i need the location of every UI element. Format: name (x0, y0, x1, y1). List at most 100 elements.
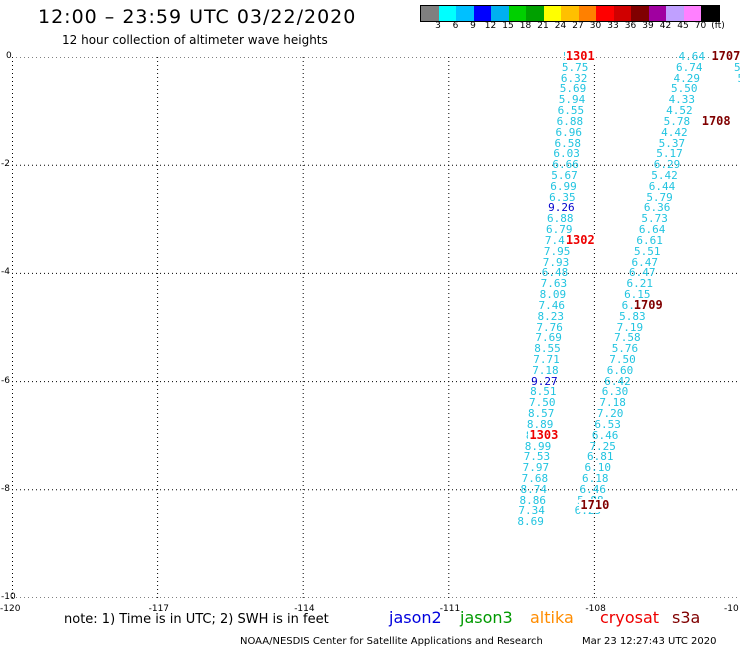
colorbar-swatch (683, 6, 701, 21)
colorbar-label: (ft) (711, 21, 725, 31)
colorbar-label: 70 (694, 21, 707, 31)
wave-height-value: 5.79 (646, 190, 673, 204)
pass-label: 1707 (710, 49, 740, 63)
colorbar-label: 9 (470, 21, 476, 31)
wave-height-value: 8.09 (539, 288, 567, 302)
colorbar-swatch (596, 6, 614, 21)
wave-height-value: 6.44 (648, 179, 676, 193)
wave-height-value: 6.99 (550, 179, 577, 193)
wave-height-value: 6.35 (549, 190, 576, 204)
wave-height-value: 6.46 (579, 482, 607, 496)
wave-height-value: 4.33 (668, 93, 696, 107)
wave-height-value: 7.63 (540, 277, 568, 291)
colorbar-label: 45 (677, 21, 689, 31)
wave-height-value: 6.46 (591, 428, 619, 442)
wave-height-value: 8.69 (517, 515, 544, 529)
wave-height-value: 7.68 (521, 471, 549, 485)
wave-height-value: 6.61 (636, 233, 663, 247)
wave-height-value: 7.18 (532, 363, 559, 377)
wave-height-value: 8.57 (527, 407, 555, 421)
pass-label: 1709 (632, 297, 664, 312)
wave-height-value: 5.11 (733, 60, 740, 74)
lon-tick-label: -111 (439, 604, 461, 614)
satellite-legend-jason3: jason3 (460, 608, 513, 627)
colorbar-swatch (578, 6, 596, 21)
wave-height-value: 6.58 (554, 136, 581, 150)
lat-tick-label: -2 (1, 159, 10, 170)
wave-height-value: 6.21 (626, 277, 654, 291)
colorbar-label: 12 (484, 21, 497, 31)
colorbar-swatch (473, 6, 491, 21)
wave-height-value: 6.60 (606, 363, 634, 377)
lon-tick-label: -108 (585, 604, 606, 614)
pass-label: 1708 (700, 113, 732, 128)
wave-height-value: 7.19 (616, 320, 644, 334)
wave-height-value: 5.37 (658, 136, 686, 150)
wave-height-value: 7.93 (542, 255, 570, 269)
lat-tick-label: -10 (1, 592, 16, 602)
colorbar-swatch (666, 6, 684, 21)
colorbar-swatch (491, 6, 509, 21)
colorbar-label: 30 (589, 21, 602, 31)
colorbar-label: 42 (659, 21, 672, 31)
map-title: 12:00 – 23:59 UTC 03/22/2020 (38, 6, 357, 28)
colorbar-swatch (456, 6, 474, 21)
wave-height-value: 7.25 (589, 439, 616, 453)
lat-tick-label: -8 (1, 483, 10, 494)
wave-height-value: 7.58 (614, 331, 641, 345)
wave-height-value: 5.51 (633, 244, 661, 258)
pass-label: 1301 (564, 49, 596, 63)
colorbar-label: 18 (519, 21, 532, 31)
lon-tick-label: -117 (148, 604, 170, 614)
map-subtitle: 12 hour collection of altimeter wave hei… (62, 33, 328, 47)
wave-height-value: 7.97 (522, 461, 550, 475)
wave-height-value: 8.23 (537, 309, 564, 323)
wave-height-value: 7.18 (599, 396, 626, 410)
colorbar-swatch (526, 6, 544, 21)
wave-height-value: 6.88 (547, 212, 574, 226)
satellite-legend-jason2: jason2 (389, 608, 442, 627)
wave-height-value: 6.10 (584, 461, 611, 475)
wave-height-value: 6.29 (653, 158, 681, 172)
wave-height-value: 5.94 (558, 93, 586, 107)
wave-height-value: 6.18 (582, 471, 609, 485)
wave-height-colorbar (420, 5, 720, 22)
wave-height-value: 5.28 (738, 73, 740, 84)
lat-tick-label: -4 (1, 267, 10, 278)
wave-height-value: 6.88 (556, 114, 584, 128)
colorbar-label: 3 (435, 21, 441, 31)
wave-height-value: 6.66 (552, 158, 579, 172)
wave-height-value: 7.20 (596, 407, 624, 421)
wave-height-value: 6.96 (555, 125, 583, 139)
wave-height-value: 5.78 (663, 114, 691, 128)
wave-height-value: 6.79 (545, 223, 573, 237)
wave-height-value: 6.30 (601, 385, 629, 399)
wave-height-value: 4.64 (678, 50, 705, 63)
wave-height-value: 7.34 (518, 504, 545, 518)
wave-height-value: 8.86 (519, 493, 546, 507)
colorbar-swatch (561, 6, 579, 21)
colorbar-swatch (613, 6, 631, 21)
colorbar-label: 39 (642, 21, 654, 31)
lon-tick-label: -114 (294, 604, 315, 614)
colorbar-label: 21 (537, 21, 549, 31)
wave-height-value: 7.53 (523, 450, 551, 464)
wave-height-value: 6.81 (586, 450, 614, 464)
wave-height-value: 8.51 (530, 385, 557, 399)
wave-height-value: 7.50 (529, 396, 556, 410)
lon-tick-label: -120 (0, 604, 21, 614)
wave-height-value: 7.71 (533, 352, 560, 366)
wave-height-value: 4.52 (666, 104, 693, 118)
wave-height-value: 5.42 (651, 169, 678, 183)
wave-height-value: 5.17 (656, 147, 683, 161)
wave-height-value: 6.55 (557, 104, 585, 118)
wave-height-value: 6.53 (594, 417, 621, 431)
colorbar-swatch (701, 6, 719, 21)
lon-tick-label: -10 (724, 604, 739, 614)
wave-height-value: 7.69 (535, 331, 562, 345)
colorbar-label: 36 (624, 21, 637, 31)
satellite-legend-s3a: s3a (672, 608, 701, 627)
wave-height-value: 8.99 (524, 439, 552, 453)
colorbar-label: 33 (607, 21, 619, 31)
lat-tick-label: -6 (1, 375, 10, 386)
